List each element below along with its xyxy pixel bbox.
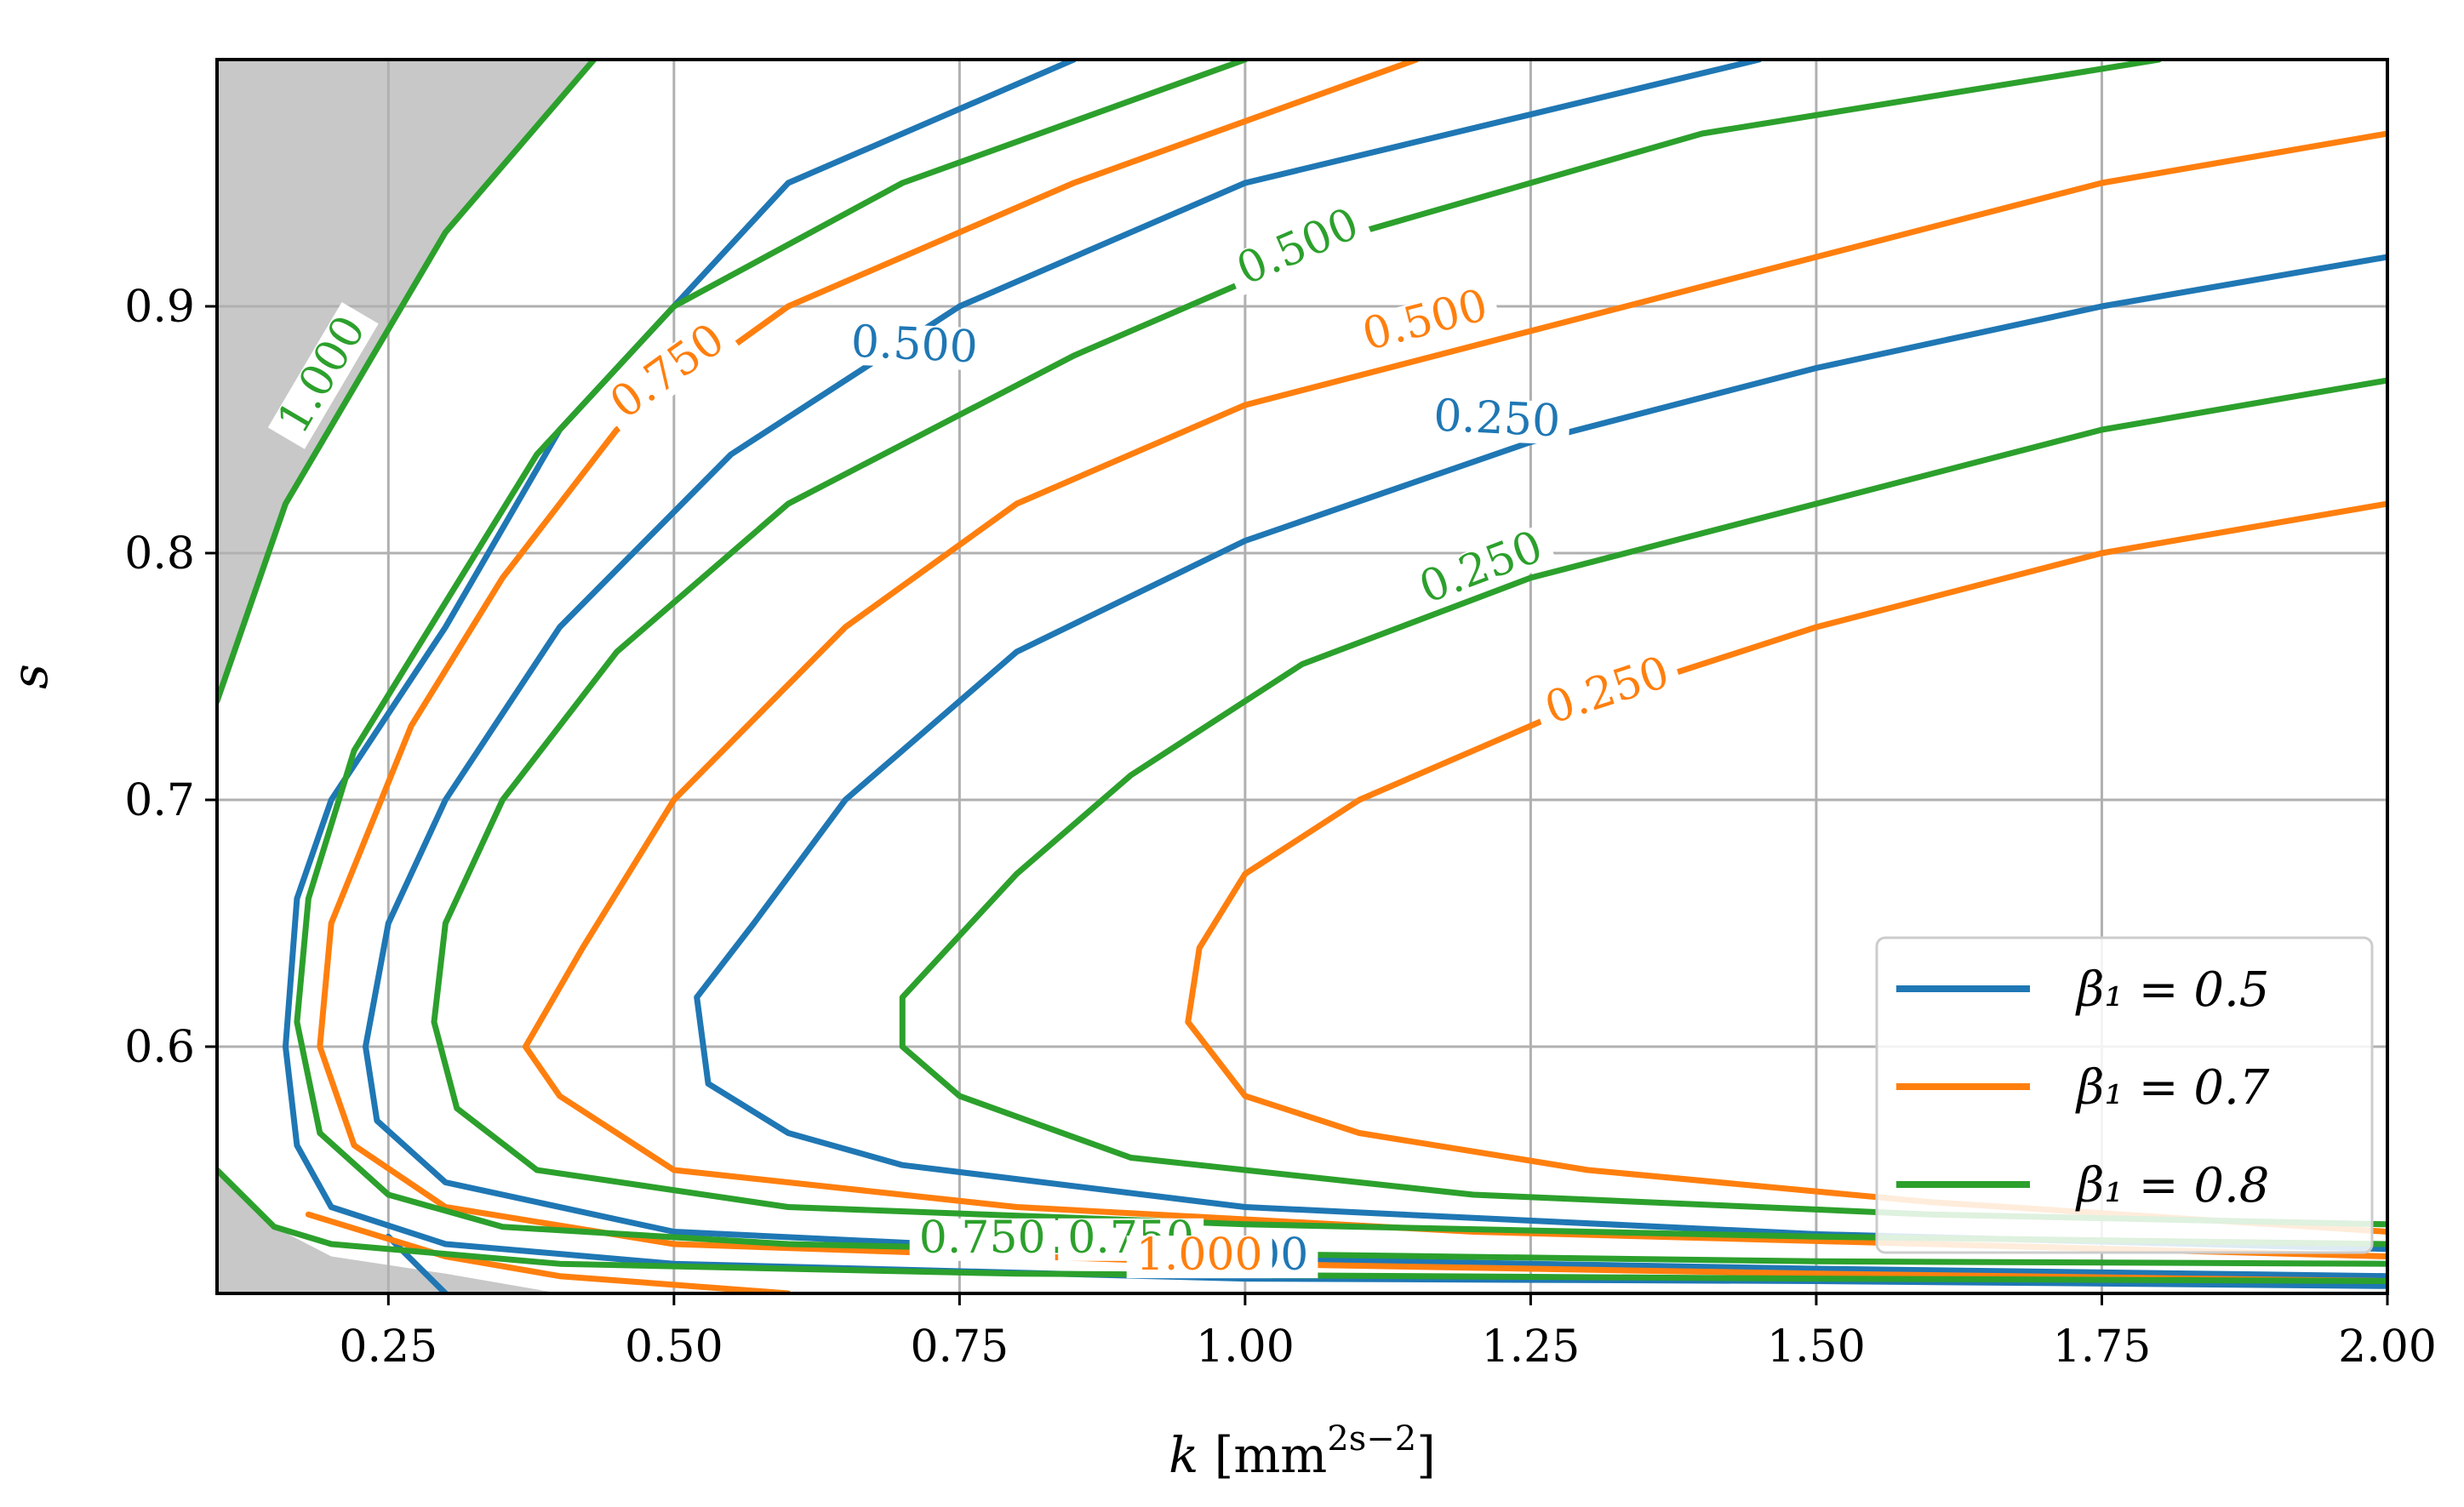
x-axis-unit-close: ] bbox=[1416, 1426, 1436, 1484]
contour-label-text: 0.750 bbox=[919, 1213, 1046, 1264]
contour-label-text: 0.500 bbox=[850, 317, 980, 374]
contour-label-text: 0.250 bbox=[1432, 391, 1562, 448]
contour-label-bg bbox=[1223, 200, 1375, 297]
contour-label-bg bbox=[840, 321, 988, 372]
contour-label-bg bbox=[597, 312, 740, 433]
x-tick-label: 1.00 bbox=[1196, 1321, 1295, 1373]
contour-label-bg bbox=[1423, 395, 1571, 446]
x-tick-label: 1.75 bbox=[2053, 1321, 2152, 1373]
y-tick-label: 0.6 bbox=[124, 1022, 195, 1073]
contour-label-bg bbox=[1406, 523, 1558, 615]
contour-line bbox=[694, 254, 2387, 1253]
legend: β₁ = 0.5 β₁ = 0.7 β₁ = 0.8 bbox=[1875, 936, 2374, 1254]
legend-entry: β₁ = 0.5 bbox=[2075, 962, 2269, 1018]
x-tick-label: 1.50 bbox=[1767, 1321, 1866, 1373]
contour-line bbox=[217, 1167, 2387, 1284]
contour-line bbox=[217, 60, 597, 705]
x-axis-unit-open: [ bbox=[1215, 1426, 1234, 1484]
contour-label-bg bbox=[1531, 649, 1684, 735]
x-tick-label: 0.75 bbox=[910, 1321, 1009, 1373]
y-axis-label: s bbox=[1, 664, 59, 689]
legend-box bbox=[1875, 936, 2374, 1254]
contour-line bbox=[522, 130, 2387, 1259]
contour-label-bg bbox=[1349, 283, 1501, 362]
contour-label: 0.500 bbox=[840, 317, 988, 374]
y-tick-label: 0.7 bbox=[124, 775, 195, 826]
legend-entry: β₁ = 0.8 bbox=[2075, 1158, 2269, 1213]
contour-label-text: 1.000 bbox=[1136, 1230, 1263, 1281]
contour-line bbox=[1185, 500, 2387, 1235]
x-axis-unit-exp: 2s−2 bbox=[1327, 1419, 1416, 1458]
x-axis-var: k bbox=[1169, 1426, 1198, 1484]
x-tick-label: 0.50 bbox=[625, 1321, 723, 1373]
x-tick-label: 1.25 bbox=[1482, 1321, 1581, 1373]
contour-label: 1.000 bbox=[1126, 1230, 1272, 1281]
x-tick-label: 2.00 bbox=[2338, 1321, 2437, 1373]
x-axis-unit-base: mm bbox=[1233, 1426, 1327, 1484]
legend-entry: β₁ = 0.7 bbox=[2075, 1060, 2270, 1116]
x-axis-ticks: 0.25 0.50 0.75 1.00 1.25 1.50 1.75 2.00 bbox=[339, 1293, 2437, 1373]
contour-label-bg bbox=[1126, 1236, 1272, 1279]
y-tick-label: 0.9 bbox=[124, 282, 195, 333]
contour-label: 0.750 bbox=[909, 1213, 1055, 1264]
contour-label: 0.250 bbox=[1423, 391, 1571, 448]
contour-line bbox=[385, 1233, 449, 1293]
contour-line bbox=[305, 1211, 792, 1293]
x-tick-label: 0.25 bbox=[339, 1321, 437, 1373]
contour-line bbox=[899, 377, 2387, 1228]
y-axis-ticks: 0.6 0.7 0.8 0.9 bbox=[124, 282, 217, 1073]
x-axis-label: k [mm2s−2] bbox=[1169, 1419, 1436, 1484]
plot-frame bbox=[215, 58, 2389, 1295]
y-tick-label: 0.8 bbox=[124, 528, 195, 579]
contour-label-bg bbox=[267, 302, 379, 449]
contour-label-bg bbox=[909, 1218, 1055, 1261]
